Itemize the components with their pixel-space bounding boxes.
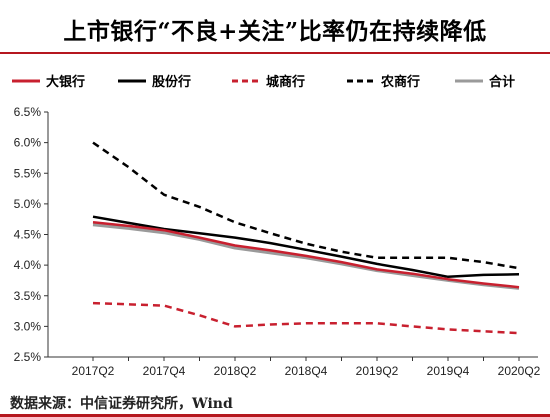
y-tick-label: 2.5% — [14, 350, 42, 364]
legend-label-2: 股份行 — [152, 74, 191, 90]
series-line-3 — [92, 301, 520, 335]
x-tick-label: 2018Q4 — [285, 364, 328, 378]
y-axis: 2.5% 3.0% 3.5% 4.0% 4.5% 5.0% 5.5% 6.0% 6.5% — [14, 105, 49, 364]
source-note: 数据来源：中信证券研究所，Wind — [10, 396, 233, 412]
legend: 大银行 股份行 城商行 农商行 合计 — [12, 74, 515, 90]
series-line-1 — [92, 221, 520, 289]
y-tick-label: 5.5% — [14, 166, 42, 180]
legend-label-3: 城商行 — [266, 74, 305, 90]
y-tick-label: 4.0% — [14, 258, 42, 272]
x-tick-label: 2017Q2 — [72, 364, 115, 378]
plot-lines — [92, 141, 520, 335]
footer-divider — [0, 414, 550, 417]
x-tick-label: 2017Q4 — [143, 364, 186, 378]
y-tick-label: 3.0% — [14, 319, 42, 333]
x-axis: 2017Q2 2017Q4 2018Q2 2018Q4 2019Q2 2019Q4 2020… — [48, 356, 541, 378]
x-tick-label: 2018Q2 — [214, 364, 257, 378]
legend-label-5: 合计 — [489, 74, 515, 90]
legend-label-4: 农商行 — [380, 74, 420, 90]
x-tick-label: 2020Q2 — [498, 364, 541, 378]
y-tick-label: 3.5% — [14, 289, 42, 303]
x-tick-label: 2019Q4 — [427, 364, 470, 378]
y-tick-label: 5.0% — [14, 197, 42, 211]
chart-title: 上市银行“不良+关注”比率仍在持续降低 — [63, 18, 487, 45]
series-line-4 — [92, 141, 520, 270]
legend-label-1: 大银行 — [46, 74, 85, 90]
x-tick-label: 2019Q2 — [356, 364, 399, 378]
y-tick-label: 4.5% — [14, 228, 42, 242]
y-tick-label: 6.5% — [14, 105, 42, 119]
y-tick-label: 6.0% — [14, 136, 42, 150]
title-divider — [0, 52, 550, 54]
series-line-2 — [92, 215, 520, 279]
